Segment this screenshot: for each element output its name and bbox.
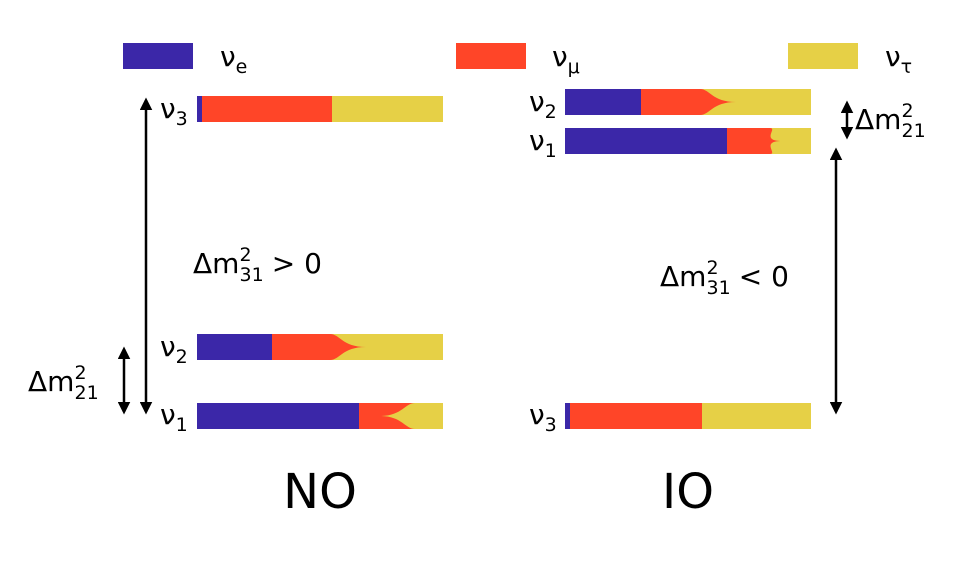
text-part: 2 <box>706 257 718 279</box>
level-label: ν2 <box>529 85 557 123</box>
text-part: Δm <box>28 365 74 398</box>
level-label: ν1 <box>529 124 557 162</box>
text-part: Δm <box>193 247 239 280</box>
text-part: ν <box>529 398 545 431</box>
text-part: 2 <box>176 346 188 368</box>
bar <box>565 89 811 115</box>
text-part: ν <box>552 40 568 73</box>
text-part: ν <box>220 40 236 73</box>
text-part: 1 <box>176 414 188 436</box>
text-part: 21 <box>75 382 99 404</box>
panel-title: NO <box>283 464 357 520</box>
text-part: ν <box>529 124 545 157</box>
text-part: ν <box>529 85 545 118</box>
text-part: 2 <box>239 244 251 266</box>
bar <box>197 96 443 122</box>
text-part: Δm <box>855 103 901 136</box>
text-part: ν <box>160 330 176 363</box>
bar <box>197 403 443 429</box>
text-part: 1 <box>545 140 557 162</box>
legend-label: ντ <box>885 40 912 78</box>
text-part: < 0 <box>739 260 789 293</box>
panel-title: IO <box>662 464 714 520</box>
legend-label: νe <box>220 40 247 78</box>
splitting-label: Δm2 21 <box>28 362 99 404</box>
legend-label: νμ <box>552 40 580 78</box>
bar <box>565 128 811 154</box>
level-label: ν3 <box>160 92 188 130</box>
text-part: 2 <box>74 362 86 384</box>
text-part: e <box>236 56 248 78</box>
text-part: μ <box>568 56 580 78</box>
level-label: ν2 <box>160 330 188 368</box>
text-part: 31 <box>707 277 731 299</box>
level-label: ν3 <box>529 398 557 436</box>
text-part: 31 <box>240 264 264 286</box>
splitting-label: Δm2 31 > 0 <box>193 244 322 286</box>
text-part: > 0 <box>272 247 322 280</box>
text-part: ν <box>160 398 176 431</box>
legend-swatch <box>123 43 193 69</box>
text-part: 2 <box>901 100 913 122</box>
legend-swatch <box>456 43 526 69</box>
text-part: 2 <box>545 101 557 123</box>
legend-swatch <box>788 43 858 69</box>
bar <box>197 334 443 360</box>
text-part: τ <box>901 56 912 78</box>
bar <box>565 403 811 429</box>
splitting-label: Δm2 21 <box>855 100 926 142</box>
splitting-label: Δm2 31 < 0 <box>660 257 789 299</box>
text-part: Δm <box>660 260 706 293</box>
level-label: ν1 <box>160 398 188 436</box>
text-part: 21 <box>902 120 926 142</box>
text-part: 3 <box>545 414 557 436</box>
text-part: ν <box>160 92 176 125</box>
text-part: ν <box>885 40 901 73</box>
text-part: 3 <box>176 108 188 130</box>
